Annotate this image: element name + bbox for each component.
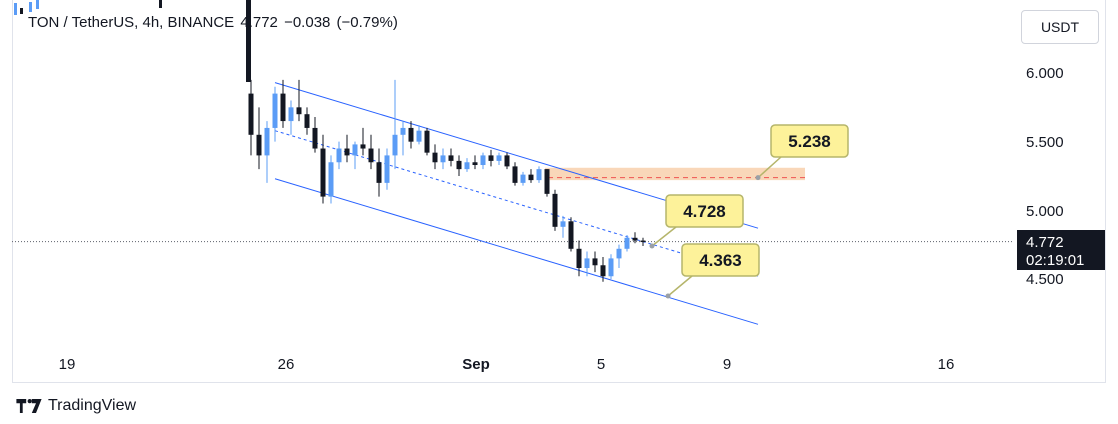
callout-pointer xyxy=(667,275,693,297)
candle xyxy=(552,193,558,227)
candle xyxy=(376,162,382,183)
candle xyxy=(600,265,606,277)
channel-lower-line xyxy=(274,178,759,325)
chart-frame xyxy=(12,0,1106,383)
candle xyxy=(616,248,622,259)
candle xyxy=(248,93,254,135)
candle xyxy=(14,3,17,15)
candle xyxy=(29,2,32,12)
callout-label: 5.238 xyxy=(788,132,831,151)
y-tick-label: 6.000 xyxy=(1026,65,1064,82)
candle xyxy=(608,258,614,277)
callout-pointer xyxy=(757,156,782,179)
candle xyxy=(256,134,262,156)
last-price: 4.772 xyxy=(240,14,278,31)
candle xyxy=(624,237,630,249)
callout-box xyxy=(665,194,744,228)
resistance-zone xyxy=(545,167,805,181)
x-tick-label: 19 xyxy=(59,356,76,373)
candle xyxy=(246,0,251,82)
candle xyxy=(400,127,406,135)
candle xyxy=(312,127,318,149)
candle xyxy=(352,144,358,156)
candle xyxy=(536,169,542,181)
callout-dot xyxy=(665,293,671,299)
y-tick-label: 4.500 xyxy=(1026,271,1064,288)
candle xyxy=(159,0,162,8)
candle xyxy=(480,155,486,166)
x-tick-label: Sep xyxy=(462,356,490,373)
callout-pointer xyxy=(651,226,677,247)
candle xyxy=(344,148,350,156)
x-tick-label: 26 xyxy=(278,356,295,373)
candle xyxy=(528,174,534,181)
brand-name: TradingView xyxy=(48,397,137,414)
candle xyxy=(424,130,430,153)
last-price-label: 4.772 xyxy=(1026,234,1064,251)
callout-dot xyxy=(649,243,655,249)
candle xyxy=(280,93,286,122)
candle xyxy=(320,148,326,197)
candle xyxy=(296,107,302,115)
callout-box xyxy=(770,124,849,158)
candle xyxy=(328,162,334,197)
candle xyxy=(272,93,278,128)
callout-label: 4.728 xyxy=(683,202,726,221)
candle xyxy=(20,8,23,14)
candle xyxy=(368,148,374,163)
callout-box xyxy=(681,243,760,277)
candle xyxy=(464,162,470,170)
currency-button[interactable]: USDT xyxy=(1021,10,1099,44)
candle xyxy=(512,166,518,183)
candle xyxy=(640,240,646,243)
candle xyxy=(440,155,446,163)
candle xyxy=(592,258,598,266)
candle xyxy=(416,130,422,142)
candle xyxy=(336,148,342,163)
footer-brand[interactable]: TradingView xyxy=(16,397,136,415)
candle xyxy=(392,134,398,156)
candle xyxy=(36,0,39,9)
callout-label: 4.363 xyxy=(699,251,742,270)
symbol-header: TON / TetherUS, 4h, BINANCE 4.772 −0.038… xyxy=(28,14,400,31)
y-tick-label: 5.000 xyxy=(1026,203,1064,220)
price-change-pct: (−0.79%) xyxy=(336,14,398,31)
callout-dot xyxy=(755,175,761,181)
symbol-name: TON / TetherUS, 4h, BINANCE xyxy=(28,14,235,31)
candle xyxy=(448,155,454,161)
x-tick-label: 5 xyxy=(597,356,605,373)
candle xyxy=(472,162,478,166)
candle xyxy=(432,152,438,163)
countdown-label: 02:19:01 xyxy=(1026,252,1084,269)
candle xyxy=(504,155,510,167)
candle xyxy=(632,237,638,241)
y-tick-label: 5.500 xyxy=(1026,134,1064,151)
candle xyxy=(408,127,414,142)
tradingview-logo-icon xyxy=(16,399,42,413)
candle xyxy=(304,114,310,128)
candle xyxy=(288,107,294,122)
candle xyxy=(360,144,366,149)
candle xyxy=(488,155,494,161)
candle xyxy=(544,169,550,194)
x-tick-label: 9 xyxy=(723,356,731,373)
candle xyxy=(568,221,574,249)
candle xyxy=(560,221,566,227)
candle xyxy=(520,174,526,183)
candle xyxy=(264,127,270,156)
last-price-badge xyxy=(1017,230,1105,270)
candle xyxy=(384,155,390,183)
candle xyxy=(456,160,462,170)
candle xyxy=(576,248,582,269)
candle xyxy=(496,155,502,161)
price-change: −0.038 xyxy=(284,14,331,31)
candle xyxy=(584,258,590,269)
x-tick-label: 16 xyxy=(938,356,955,373)
